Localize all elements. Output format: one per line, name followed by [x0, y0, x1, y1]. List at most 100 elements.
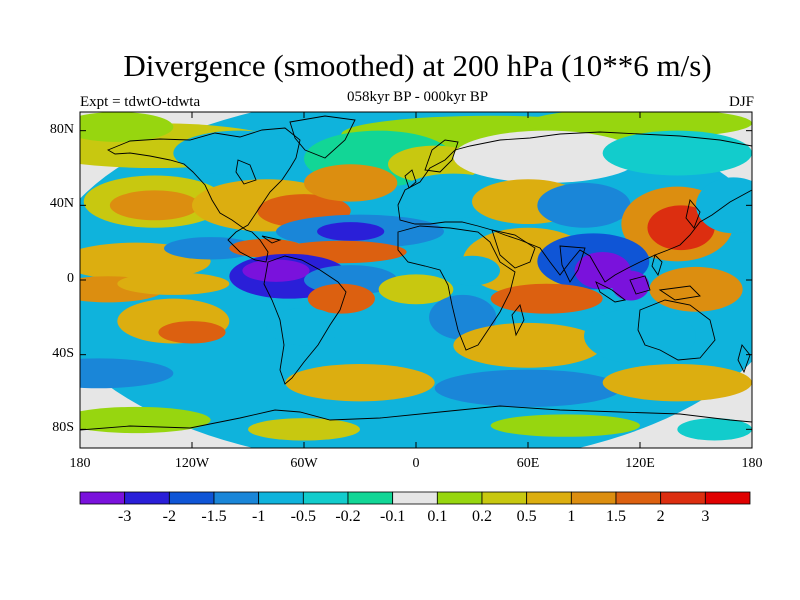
- field-blob: [612, 270, 650, 301]
- lon-label: 120E: [625, 456, 655, 471]
- lon-label: 180: [69, 456, 91, 471]
- colorbar-label: 2: [656, 508, 665, 525]
- coastline-scandinavia: [424, 139, 459, 173]
- plot-title: Divergence (smoothed) at 200 hPa (10**6 …: [123, 48, 712, 83]
- lat-label: 40S: [52, 345, 74, 361]
- field-blob: [117, 272, 230, 295]
- field-blob: [602, 130, 752, 176]
- field-blob: [453, 322, 603, 368]
- lon-label: 180: [741, 456, 763, 471]
- field-blob: [248, 418, 360, 441]
- plot-subtitle: 058kyr BP - 000kyr BP: [346, 89, 489, 105]
- field-blob: [490, 283, 603, 314]
- colorbar-swatch: [615, 491, 662, 505]
- field-blob: [158, 321, 226, 344]
- coastline-australia: [637, 299, 716, 361]
- coastline-south-america: [263, 255, 347, 385]
- colorbar-label: 0.5: [516, 508, 537, 525]
- coastline-eurasia: [397, 131, 752, 283]
- colorbar-swatch: [436, 491, 483, 505]
- lon-label: 120W: [174, 456, 210, 471]
- field-blob: [378, 274, 454, 305]
- lat-label: 0: [67, 271, 74, 286]
- colorbar-label: -1: [251, 508, 266, 525]
- field-blob: [434, 369, 622, 407]
- field-blob: [444, 255, 500, 286]
- coastline-antarctica: [80, 405, 752, 431]
- field-blob: [266, 308, 342, 346]
- coastline-arabia: [491, 229, 536, 269]
- field-blob: [649, 266, 743, 312]
- coastline-hudson-bay: [235, 159, 257, 185]
- field-blob: [173, 130, 304, 176]
- field-blob: [304, 164, 398, 202]
- coastlines: [80, 115, 752, 431]
- colorbar-label: -3: [117, 508, 132, 525]
- colorbar-label: 3: [701, 508, 710, 525]
- colorbar-swatch: [392, 491, 438, 505]
- axis-ticks: [79, 112, 753, 448]
- field-blob: [537, 182, 631, 228]
- colorbar-swatch: [481, 491, 528, 505]
- colorbar-label: 0.1: [427, 508, 448, 525]
- lat-label: 80N: [49, 121, 74, 137]
- field-blob: [584, 308, 696, 364]
- lon-label: 60E: [516, 456, 540, 471]
- lat-label: 80S: [52, 420, 74, 436]
- coastline-new-zealand: [737, 344, 751, 374]
- coastline-british-isles: [404, 169, 417, 189]
- colorbar-label: -0.1: [379, 508, 406, 525]
- field-blob: [696, 177, 752, 234]
- colorbar-swatch: [124, 491, 170, 505]
- colorbar-swatch: [79, 491, 126, 505]
- experiment-label: Expt = tdwtO-tdwta: [80, 94, 201, 110]
- divergence-field: [80, 112, 752, 448]
- coastline-africa: [397, 225, 516, 351]
- colorbar: [79, 491, 751, 505]
- field-blob: [285, 364, 435, 402]
- colorbar-label: -2: [162, 508, 176, 525]
- field-blob: [109, 190, 200, 221]
- colorbar-label: -0.5: [290, 508, 316, 525]
- colorbar-swatch: [347, 491, 394, 505]
- coastline-new-guinea: [658, 285, 701, 301]
- lon-label: 60W: [290, 456, 318, 471]
- colorbar-label: 1: [567, 508, 576, 525]
- field-blob: [242, 259, 310, 282]
- colorbar-swatch: [258, 491, 304, 505]
- colorbar-swatch: [660, 491, 706, 505]
- field-blob: [602, 364, 752, 402]
- colorbar-swatch: [704, 491, 751, 505]
- colorbar-swatch: [213, 491, 260, 505]
- lon-label: 0: [412, 456, 420, 471]
- coastline-sumatra: [595, 281, 627, 303]
- season-label: DJF: [728, 94, 754, 110]
- coastline-madagascar: [511, 304, 525, 337]
- field-blob: [490, 414, 640, 437]
- field-blob: [677, 418, 752, 441]
- lat-label: 40N: [49, 196, 74, 212]
- colorbar-label: 0.2: [472, 508, 492, 525]
- coastline-borneo: [629, 275, 651, 295]
- colorbar-label: -0.2: [335, 508, 361, 525]
- colorbar-swatch: [302, 491, 349, 505]
- coastline-japan: [685, 199, 701, 229]
- field-blob: [80, 406, 211, 434]
- colorbar-swatch: [168, 491, 215, 505]
- coastline-north-america: [106, 127, 301, 263]
- field-blob: [307, 283, 375, 314]
- field-blob: [80, 358, 174, 389]
- field-blob: [317, 222, 385, 241]
- coastline-philippines: [651, 254, 663, 277]
- colorbar-label: 1.5: [606, 508, 626, 525]
- field-blob: [164, 237, 258, 260]
- field-blob: [80, 112, 174, 142]
- coastline-cuba: [261, 235, 282, 244]
- colorbar-swatch: [526, 491, 572, 505]
- coastline-india: [559, 245, 586, 283]
- colorbar-swatch: [570, 491, 617, 505]
- coastline-greenland: [289, 115, 356, 159]
- field-blob: [453, 130, 640, 183]
- colorbar-label: -1.5: [201, 508, 227, 525]
